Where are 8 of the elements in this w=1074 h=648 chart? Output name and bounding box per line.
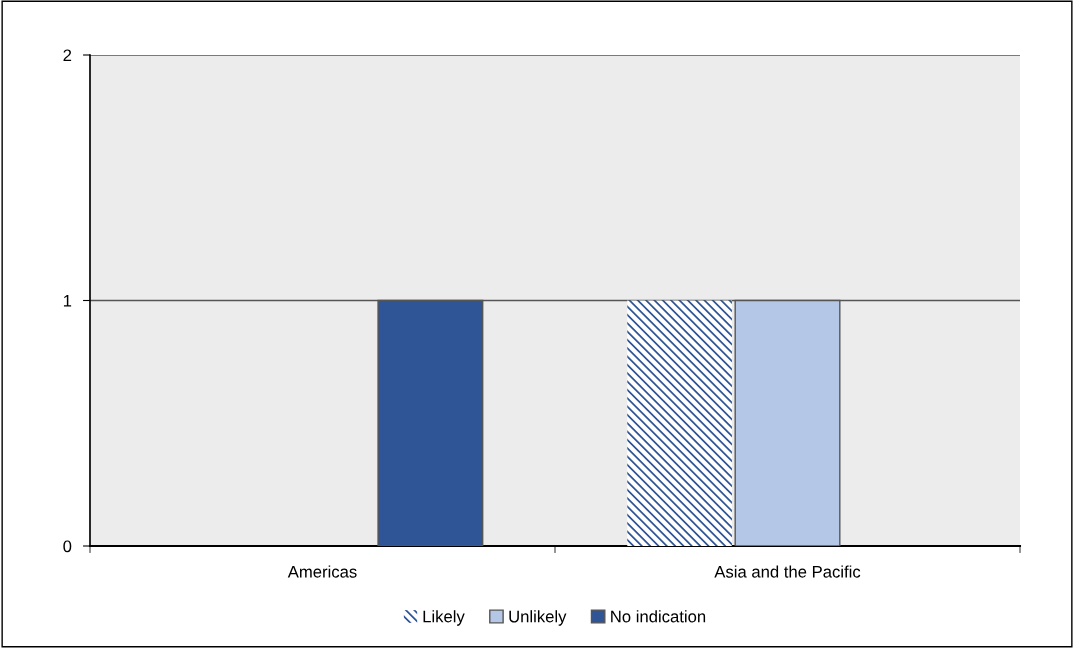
legend-label: No indication [611,610,706,623]
legend-label: Likely [423,610,465,626]
x-tick-label: Americas [287,565,357,578]
y-tick-label: 0 [63,540,72,553]
y-tick-label: 2 [63,49,72,62]
legend-label: Unlikely [509,610,567,626]
x-tick-label: Asia and the Pacific [714,565,861,578]
y-tick-label: 1 [63,295,72,307]
